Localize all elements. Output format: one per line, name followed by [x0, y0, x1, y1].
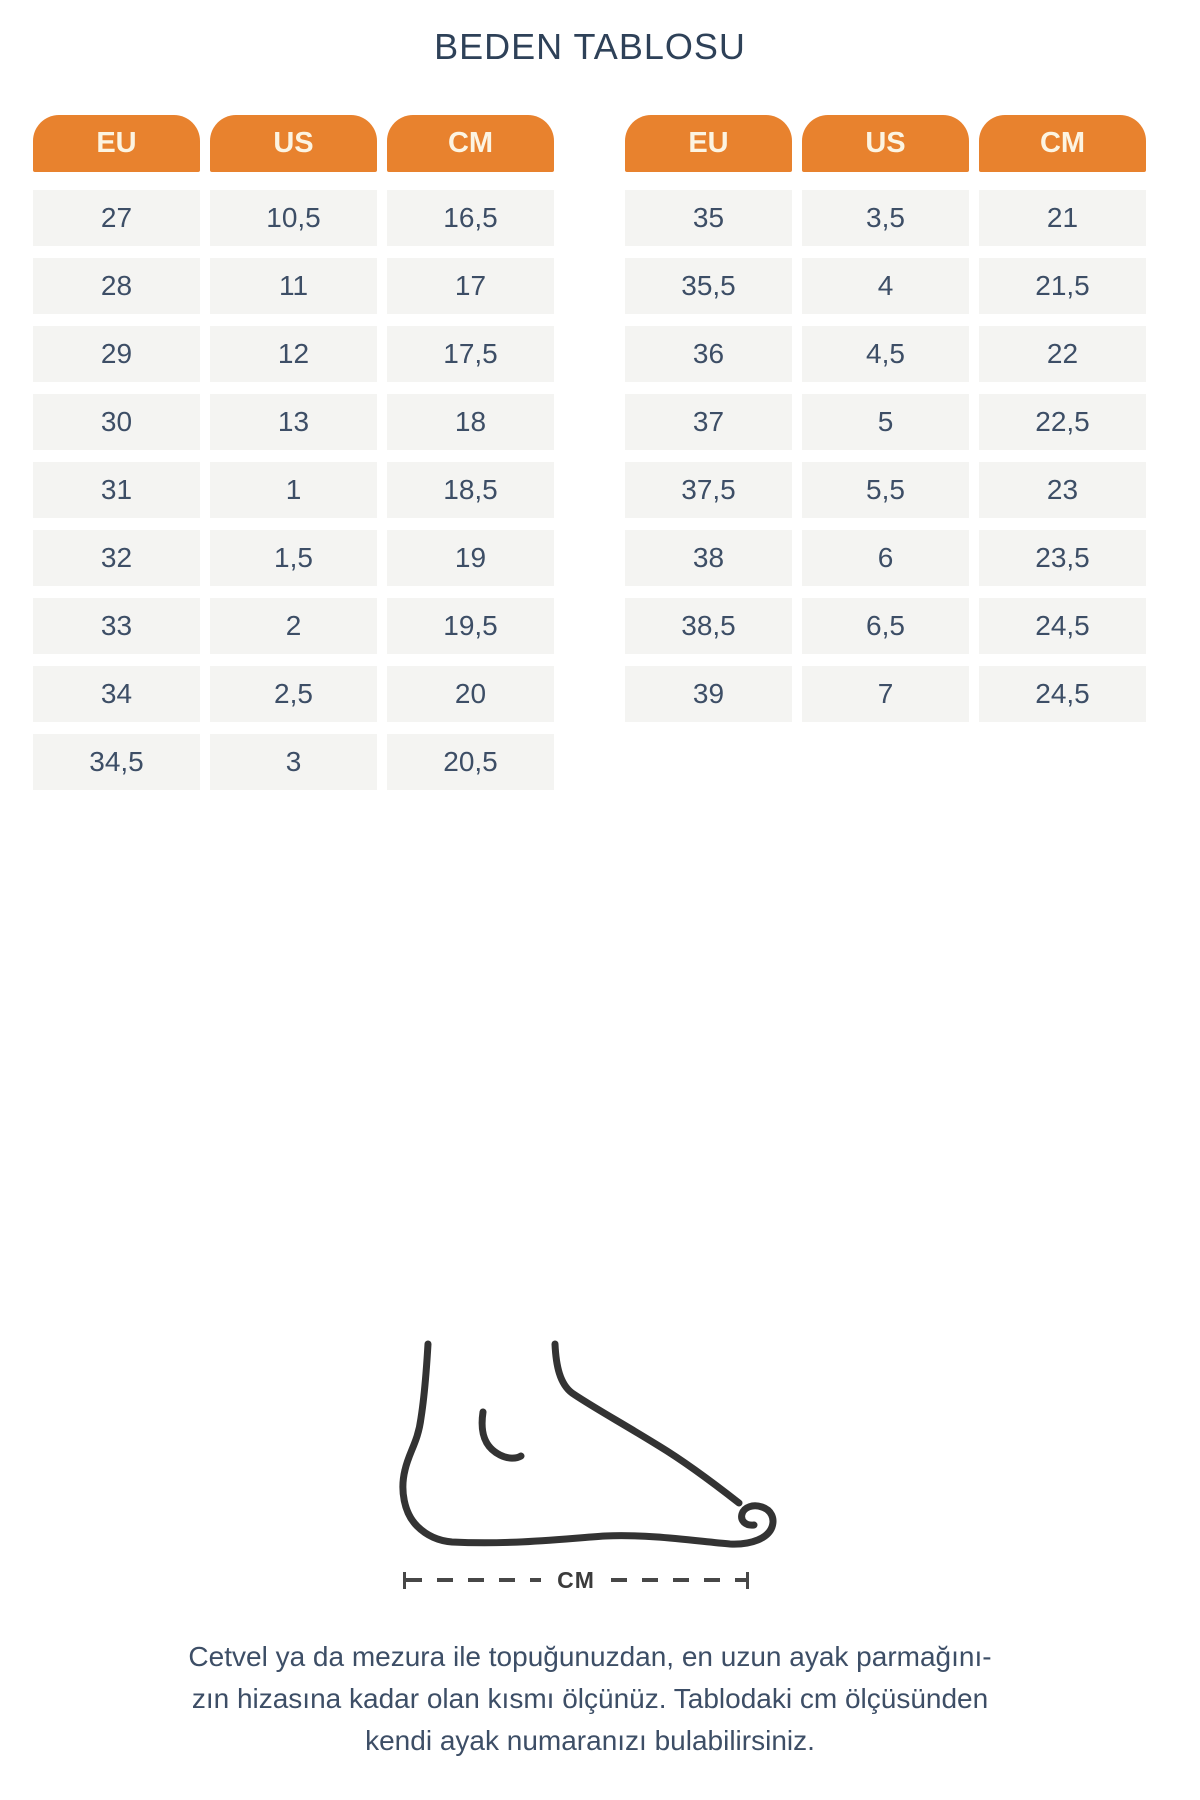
size-table-right: EU US CM 35 3,5 21 35,5 4 21,5 36 4,5 22 37 5 22,5 37,5…	[625, 115, 1146, 722]
size-cell: 4,5	[802, 326, 969, 382]
size-cell: 34	[33, 666, 200, 722]
size-cell: 23	[979, 462, 1146, 518]
size-cell: 18	[387, 394, 554, 450]
measure-line: CM	[403, 1566, 749, 1593]
size-cell: 29	[33, 326, 200, 382]
size-cell: 19,5	[387, 598, 554, 654]
measure-tick-left	[403, 1571, 406, 1589]
size-cell: 31	[33, 462, 200, 518]
size-cell: 1,5	[210, 530, 377, 586]
size-cell: 35,5	[625, 258, 792, 314]
size-cell: 34,5	[33, 734, 200, 790]
foot-outline-icon	[398, 1336, 782, 1552]
size-cell: 19	[387, 530, 554, 586]
size-cell: 12	[210, 326, 377, 382]
size-cell: 28	[33, 258, 200, 314]
column-header-cm: CM	[979, 115, 1146, 172]
size-cell: 1	[210, 462, 377, 518]
column-header-us: US	[802, 115, 969, 172]
size-cell: 38	[625, 530, 792, 586]
size-cell: 20	[387, 666, 554, 722]
measurement-instructions: Cetvel ya da mezura ile topuğunuzdan, en…	[33, 1636, 1147, 1762]
size-cell: 2,5	[210, 666, 377, 722]
size-cell: 6	[802, 530, 969, 586]
column-header-us: US	[210, 115, 377, 172]
size-cell: 23,5	[979, 530, 1146, 586]
size-cell: 32	[33, 530, 200, 586]
size-cell: 39	[625, 666, 792, 722]
size-cell: 5,5	[802, 462, 969, 518]
size-cell: 33	[33, 598, 200, 654]
measure-dashes-left	[406, 1578, 542, 1582]
size-cell: 11	[210, 258, 377, 314]
size-cell: 16,5	[387, 190, 554, 246]
size-cell: 38,5	[625, 598, 792, 654]
size-cell: 30	[33, 394, 200, 450]
instruction-line: zın hizasına kadar olan kısmı ölçünüz. T…	[191, 1683, 989, 1714]
size-cell: 24,5	[979, 598, 1146, 654]
size-cell: 36	[625, 326, 792, 382]
measure-tick-right	[746, 1571, 749, 1589]
instruction-line: kendi ayak numaranızı bulabilirsiniz.	[365, 1725, 815, 1756]
size-cell: 2	[210, 598, 377, 654]
size-cell: 21	[979, 190, 1146, 246]
size-cell: 22,5	[979, 394, 1146, 450]
size-cell: 3	[210, 734, 377, 790]
size-cell: 18,5	[387, 462, 554, 518]
size-cell: 17	[387, 258, 554, 314]
size-cell: 10,5	[210, 190, 377, 246]
size-cell: 27	[33, 190, 200, 246]
size-tables: EU US CM 27 10,5 16,5 28 11 17 29 12 17,5 30 13 18 31 1 1…	[33, 115, 1146, 790]
size-cell: 6,5	[802, 598, 969, 654]
measure-unit-label: CM	[557, 1566, 595, 1593]
size-cell: 13	[210, 394, 377, 450]
size-cell: 4	[802, 258, 969, 314]
size-cell: 17,5	[387, 326, 554, 382]
size-cell: 3,5	[802, 190, 969, 246]
size-cell: 22	[979, 326, 1146, 382]
measure-dashes-right	[610, 1578, 746, 1582]
size-cell: 20,5	[387, 734, 554, 790]
column-header-eu: EU	[625, 115, 792, 172]
size-table-left: EU US CM 27 10,5 16,5 28 11 17 29 12 17,5 30 13 18 31 1 1…	[33, 115, 554, 790]
size-cell: 21,5	[979, 258, 1146, 314]
instruction-line: Cetvel ya da mezura ile topuğunuzdan, en…	[188, 1641, 992, 1672]
size-cell: 37,5	[625, 462, 792, 518]
column-header-cm: CM	[387, 115, 554, 172]
size-cell: 35	[625, 190, 792, 246]
page-title: BEDEN TABLOSU	[434, 26, 746, 67]
size-cell: 37	[625, 394, 792, 450]
size-cell: 7	[802, 666, 969, 722]
size-cell: 5	[802, 394, 969, 450]
column-header-eu: EU	[33, 115, 200, 172]
size-cell: 24,5	[979, 666, 1146, 722]
